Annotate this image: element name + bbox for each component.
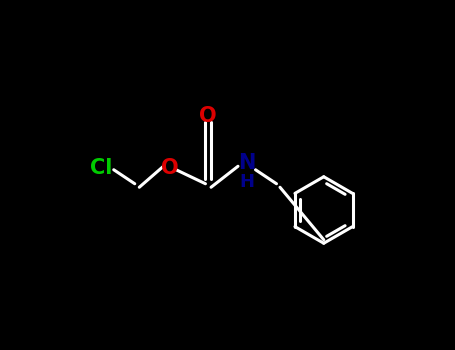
Text: Cl: Cl (90, 158, 113, 178)
Text: O: O (199, 105, 217, 126)
Text: H: H (239, 173, 254, 191)
Text: N: N (238, 153, 255, 173)
Text: O: O (161, 158, 178, 178)
